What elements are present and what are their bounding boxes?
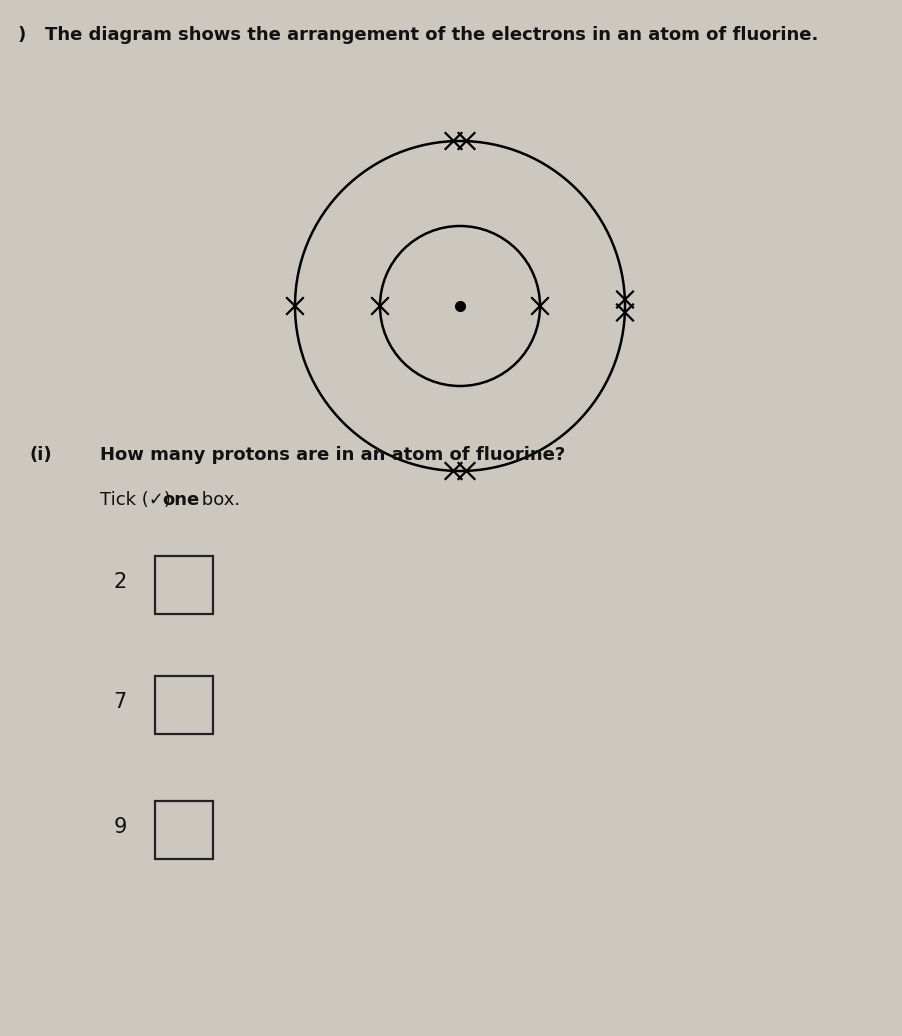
Text: Tick (✓): Tick (✓) — [100, 491, 177, 509]
Text: 9: 9 — [113, 817, 126, 837]
Text: How many protons are in an atom of fluorine?: How many protons are in an atom of fluor… — [100, 447, 565, 464]
Bar — [155, 801, 213, 859]
Text: 7: 7 — [114, 692, 126, 712]
Text: (i): (i) — [30, 447, 52, 464]
Text: one: one — [161, 491, 199, 509]
Text: 2: 2 — [114, 572, 126, 592]
Text: )   The diagram shows the arrangement of the electrons in an atom of fluorine.: ) The diagram shows the arrangement of t… — [18, 26, 817, 44]
Bar — [155, 677, 213, 733]
Bar — [155, 556, 213, 614]
Text: box.: box. — [196, 491, 240, 509]
